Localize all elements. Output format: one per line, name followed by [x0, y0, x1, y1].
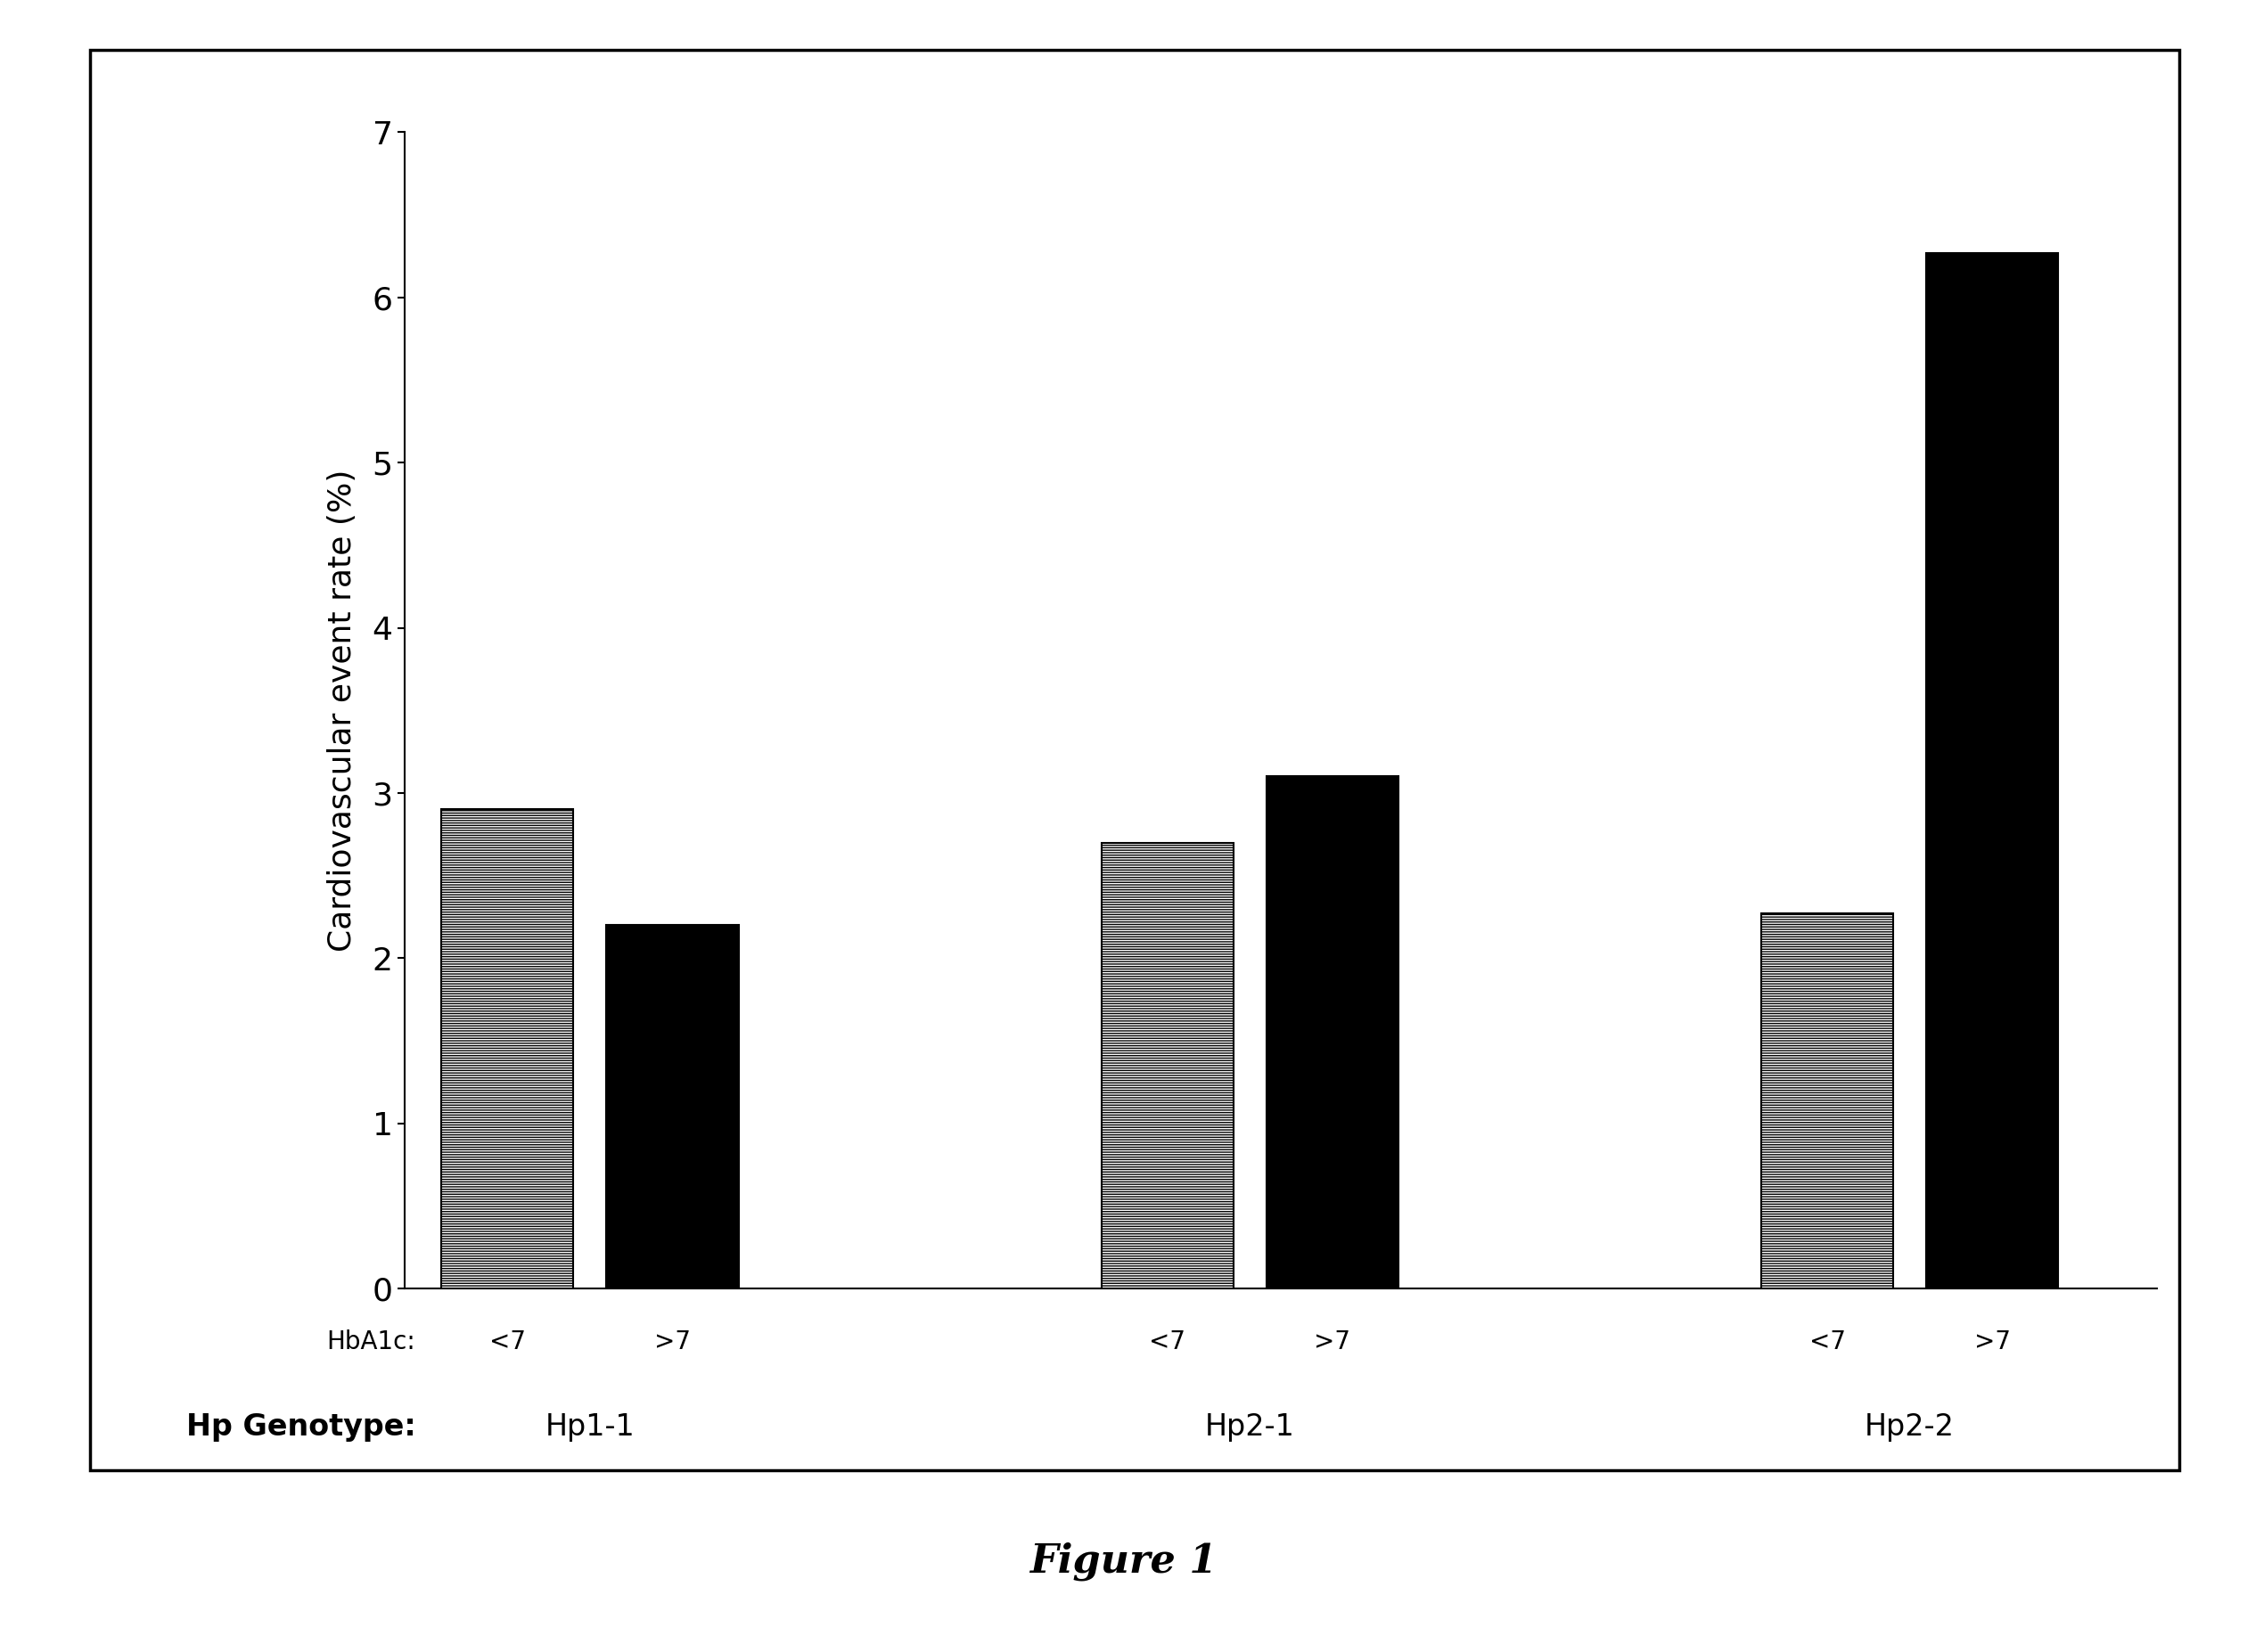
Text: Hp2-1: Hp2-1 — [1204, 1412, 1294, 1442]
Text: Figure 1: Figure 1 — [1029, 1541, 1218, 1581]
Bar — [1101, 843, 1234, 1289]
Y-axis label: Cardiovascular event rate (%): Cardiovascular event rate (%) — [328, 469, 357, 952]
Text: <7: <7 — [490, 1330, 526, 1355]
Bar — [1926, 253, 2058, 1289]
Text: <7: <7 — [1148, 1330, 1186, 1355]
Text: Hp Genotype:: Hp Genotype: — [187, 1412, 416, 1442]
Text: >7: >7 — [654, 1330, 690, 1355]
Text: Hp1-1: Hp1-1 — [546, 1412, 636, 1442]
Bar — [443, 809, 573, 1289]
Text: Hp2-2: Hp2-2 — [1865, 1412, 1955, 1442]
Bar — [1762, 914, 1894, 1289]
Bar — [607, 925, 739, 1289]
Bar — [1267, 776, 1398, 1289]
Text: HbA1c:: HbA1c: — [326, 1330, 416, 1355]
Text: >7: >7 — [1973, 1330, 2011, 1355]
Text: >7: >7 — [1314, 1330, 1350, 1355]
Text: <7: <7 — [1809, 1330, 1845, 1355]
